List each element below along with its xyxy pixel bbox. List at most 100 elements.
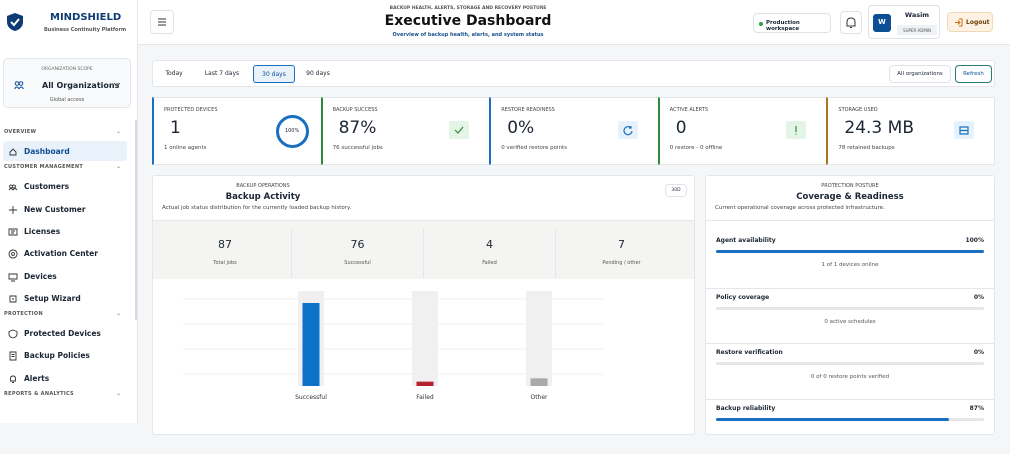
nav-item[interactable]: Licenses bbox=[3, 221, 127, 241]
nav-item[interactable]: Devices bbox=[3, 266, 127, 286]
bar-track bbox=[526, 291, 552, 386]
icon-path bbox=[9, 205, 17, 214]
nav-item[interactable]: Protected Devices bbox=[3, 323, 127, 343]
icon-path bbox=[9, 295, 17, 303]
bar-track bbox=[412, 291, 438, 386]
icon bbox=[10, 375, 16, 383]
user-menu[interactable]: W Wasim SUPER ADMIN bbox=[868, 5, 940, 39]
stat: 76 Successful bbox=[291, 228, 423, 278]
chevron: ⌄ bbox=[116, 128, 122, 135]
filter-bar: Today Last 7 days 30 days 90 days All organ… bbox=[152, 60, 995, 87]
scope-label: ORGANIZATION SCOPE bbox=[41, 67, 93, 72]
kpi-label: BACKUP SUCCESS bbox=[332, 107, 378, 113]
kpi-sub: 0 verified restore points bbox=[501, 145, 568, 151]
user-name: Wasim bbox=[904, 11, 930, 19]
nav-label: New Customer bbox=[24, 204, 86, 214]
range-tab[interactable]: Today bbox=[165, 70, 183, 77]
kpi-sub: 78 retained backups bbox=[838, 145, 895, 151]
logout-button[interactable]: Logout bbox=[947, 12, 993, 32]
kpi-card: BACKUP SUCCESS 87% 76 successful jobs bbox=[320, 97, 490, 165]
icon-path bbox=[454, 126, 464, 134]
bar-label: Successful bbox=[295, 394, 327, 401]
kpi-icon bbox=[953, 121, 974, 139]
icon bbox=[14, 81, 24, 89]
nav-item[interactable]: Dashboard bbox=[3, 141, 127, 161]
nav-item[interactable]: Setup Wizard bbox=[3, 288, 127, 308]
icon bbox=[8, 249, 18, 259]
scope-note: Global access bbox=[49, 97, 85, 103]
row-label: Restore verification bbox=[716, 349, 783, 356]
panel-description: Actual job status distribution for the c… bbox=[162, 205, 352, 211]
sidebar: MINDSHIELD Business Continuity Platform … bbox=[0, 0, 138, 423]
nav-item[interactable]: Alerts bbox=[3, 368, 127, 388]
row-percent: 0% bbox=[973, 349, 984, 356]
nav-item[interactable]: Backup Policies bbox=[3, 345, 127, 365]
org-filter[interactable]: All organizations bbox=[889, 65, 951, 83]
row-label: Backup reliability bbox=[716, 404, 776, 412]
eyebrow: PROTECTION POSTURE bbox=[821, 183, 879, 189]
notifications[interactable] bbox=[840, 11, 862, 34]
subtitle: Overview of backup health, alerts, and s… bbox=[392, 32, 544, 38]
scope-name: All Organizations bbox=[42, 81, 120, 90]
kpi-icon bbox=[786, 121, 807, 139]
page: {"sidebar":{"brand":"MINDSHIELD","taglin… bbox=[0, 0, 1010, 435]
icon-path bbox=[8, 249, 18, 259]
row-note: 0 of 0 restore points verified bbox=[810, 374, 890, 380]
kpi-card: RESTORE READINESS 0% 0 verified restore po… bbox=[489, 97, 658, 165]
panel-title: Backup Activity bbox=[225, 192, 301, 202]
icon bbox=[8, 273, 18, 281]
eyebrow: BACKUP OPERATIONS bbox=[236, 183, 290, 189]
bar-label: Other bbox=[530, 394, 548, 401]
nav-item[interactable]: New Customer bbox=[3, 199, 127, 219]
workspace-pill[interactable]: Production workspace bbox=[753, 13, 831, 33]
stat-label: Pending / other bbox=[602, 260, 641, 266]
icon-path bbox=[8, 228, 18, 236]
stat-label: Successful bbox=[344, 260, 371, 266]
icon-path bbox=[9, 351, 17, 361]
kpi-value: 24.3 MB bbox=[844, 118, 914, 138]
nav-item[interactable]: Activation Center bbox=[3, 243, 127, 263]
chevron: ⌄ bbox=[116, 390, 122, 397]
kpi-value: 0% bbox=[507, 118, 535, 138]
range-tab[interactable]: Last 7 days bbox=[204, 70, 240, 77]
row-label: Agent availability bbox=[716, 237, 776, 244]
period-button[interactable]: 30D bbox=[665, 184, 687, 197]
scrollbar bbox=[135, 120, 137, 320]
icon bbox=[9, 351, 17, 361]
menu-button[interactable] bbox=[150, 10, 174, 34]
kpi-sub: 76 successful jobs bbox=[332, 145, 383, 151]
kpi-label: ACTIVE ALERTS bbox=[669, 107, 709, 113]
progress-track bbox=[716, 306, 984, 310]
stat-label: Total jobs bbox=[213, 260, 237, 266]
panel-title: Coverage & Readiness bbox=[796, 192, 904, 202]
kpi-label: STORAGE USED bbox=[838, 107, 878, 113]
icon bbox=[9, 295, 17, 303]
tagline: Business Continuity Platform bbox=[44, 27, 127, 33]
icon bbox=[955, 18, 963, 27]
nav-item[interactable]: Customers bbox=[3, 176, 127, 196]
nav-section: PROTECTION bbox=[4, 311, 43, 318]
chevron: ⌄ bbox=[116, 163, 122, 171]
kpi-ring: 100% bbox=[275, 115, 309, 148]
nav-label: Alerts bbox=[24, 373, 50, 383]
org-scope[interactable]: ORGANIZATION SCOPE All Organizations Glo… bbox=[3, 58, 131, 108]
kpi-value: 0 bbox=[675, 118, 687, 138]
refresh-button[interactable]: Refresh bbox=[955, 65, 992, 83]
panel-description: Current operational coverage across prot… bbox=[715, 205, 885, 211]
range-tab[interactable]: 90 days bbox=[306, 70, 330, 77]
nav-label: Activation Center bbox=[24, 249, 98, 259]
row-note: 0 active schedules bbox=[824, 318, 876, 325]
icon bbox=[8, 184, 18, 192]
kpi-label: RESTORE READINESS bbox=[501, 107, 555, 113]
stat: 4 Failed bbox=[423, 228, 555, 278]
icon bbox=[959, 126, 969, 135]
chevron: ⌄ bbox=[116, 310, 122, 318]
kpi-value: 87% bbox=[338, 118, 377, 138]
chevron bbox=[114, 83, 120, 87]
range-tab[interactable]: 30 days bbox=[253, 65, 295, 83]
icon-path bbox=[959, 126, 969, 135]
row-label: Policy coverage bbox=[716, 293, 770, 301]
logout: Logout bbox=[966, 19, 990, 26]
nav-label: Customers bbox=[24, 182, 70, 192]
icon-path bbox=[8, 329, 18, 339]
